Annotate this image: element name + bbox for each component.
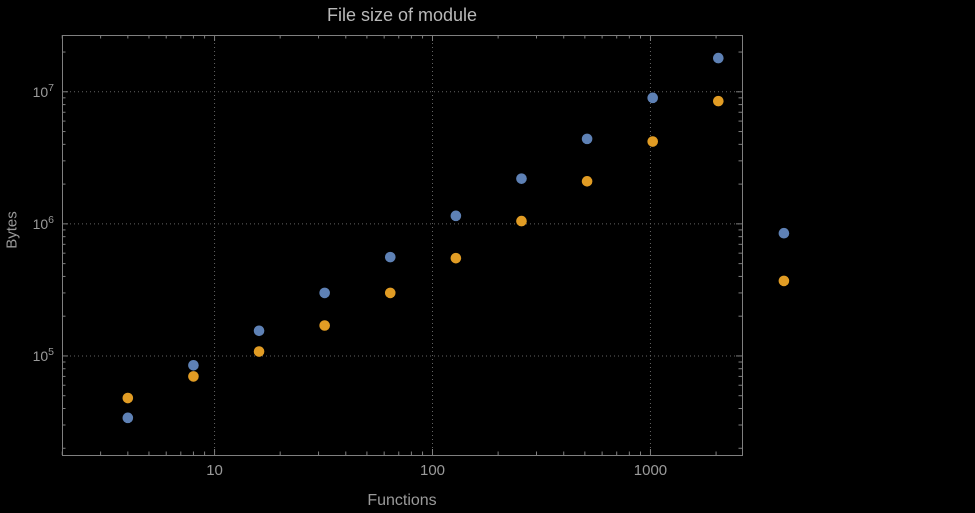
data-point-orange: [778, 275, 790, 287]
x-tick-label: 1000: [634, 462, 667, 479]
data-point-orange: [516, 215, 527, 227]
x-axis-label: Functions: [367, 492, 437, 509]
y-axis-label: Bytes: [3, 211, 21, 249]
data-point-blue: [647, 92, 659, 104]
data-point-orange: [647, 136, 659, 147]
y-tick-label: 105: [33, 346, 55, 364]
x-tick-label: 10: [206, 462, 223, 479]
data-point-blue: [713, 52, 724, 64]
data-point-orange: [713, 95, 724, 107]
data-point-blue: [122, 412, 134, 424]
data-point-orange: [384, 287, 396, 299]
data-point-orange: [188, 371, 199, 382]
data-point-blue: [384, 251, 396, 263]
data-point-orange: [122, 392, 134, 404]
data-point-blue: [516, 173, 527, 184]
data-point-blue: [253, 325, 265, 337]
data-point-blue: [581, 133, 593, 145]
chart-title: File size of module: [326, 5, 478, 25]
data-point-orange: [253, 346, 265, 357]
data-point-blue: [778, 227, 790, 239]
data-point-blue: [319, 287, 330, 299]
plot-frame: [62, 35, 743, 456]
y-tick-label: 107: [33, 82, 55, 100]
data-point-orange: [319, 320, 330, 331]
x-tick-label: 100: [420, 462, 445, 479]
data-point-orange: [581, 176, 593, 187]
data-point-orange: [450, 252, 462, 264]
data-point-blue: [188, 359, 199, 371]
data-point-blue: [450, 210, 462, 222]
y-tick-label: 106: [33, 214, 55, 232]
